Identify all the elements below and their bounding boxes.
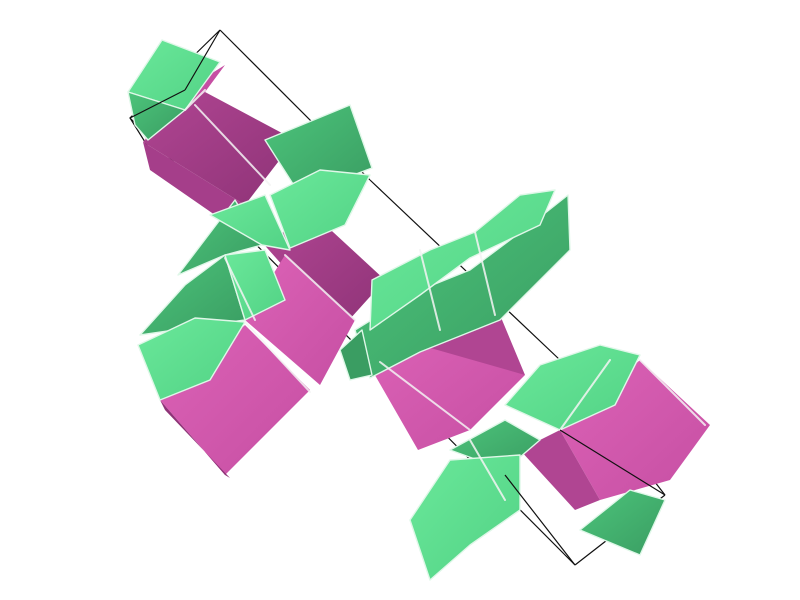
green-block-d3 [409,454,521,581]
green-block-b3 [137,317,246,401]
magenta-block-1-front [143,142,245,215]
magenta-block-4 [160,325,310,475]
green-block-d4 [579,489,666,556]
green-block-c3 [339,329,373,381]
unit-cell-front-edges [129,29,666,566]
green-block-a2 [269,169,371,249]
magenta-block-6 [560,360,710,500]
green-block-c2 [369,189,556,331]
green-block-top-left-side [127,91,186,141]
green-block-b2 [224,249,286,321]
green-block-a4 [209,194,291,251]
green-block-c1 [354,194,571,379]
magenta-block-7 [520,430,600,510]
magenta-block-5-side [420,315,525,375]
cell-seam-highlights [184,89,706,501]
magenta-block-1 [143,92,295,205]
